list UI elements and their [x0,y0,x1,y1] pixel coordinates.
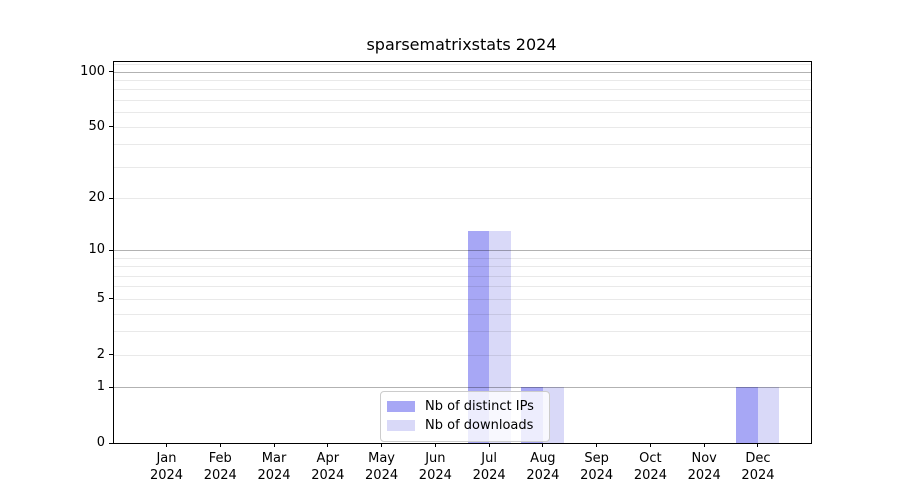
y-tick-label-10: 10 [88,242,105,258]
gridline-minor [114,313,811,315]
y-tick-label-5: 5 [96,290,105,306]
gridline-minor [114,89,811,91]
legend-label-distinct-ips: Nb of distinct IPs [425,399,534,414]
y-tick [109,71,113,73]
chart-title: sparsematrixstats 2024 [366,35,557,54]
x-tick [649,443,651,447]
x-tick [596,443,598,447]
gridline-minor [114,112,811,114]
x-tick [542,443,544,447]
x-tick-label-jul: Jul 2024 [472,451,506,483]
bar-distinct-ips-dec [736,387,758,443]
gridline-minor [114,286,811,288]
gridline-decade [114,387,811,389]
y-tick [109,354,113,356]
x-tick-label-nov: Nov 2024 [687,451,721,483]
y-tick-label-50: 50 [88,118,105,134]
x-tick [219,443,221,447]
x-tick-label-feb: Feb 2024 [203,451,237,483]
x-tick [166,443,167,447]
gridline-minor [114,100,811,102]
y-tick [109,126,113,128]
x-tick [273,443,275,447]
gridline-minor [114,80,811,82]
y-tick-label-100: 100 [80,63,105,79]
y-tick [109,197,113,199]
y-tick [109,298,113,300]
x-tick-label-sep: Sep 2024 [580,451,614,483]
bar-downloads-jul [489,230,511,443]
y-tick [109,386,113,388]
x-tick [488,443,490,447]
x-tick-label-jan: Jan 2024 [149,451,184,483]
x-tick [327,443,329,447]
gridline-minor [114,275,811,277]
y-tick-label-20: 20 [88,190,105,206]
gridline [114,126,811,128]
bar-downloads-dec [757,387,780,443]
legend-item-distinct-ips: Nb of distinct IPs [387,397,541,416]
legend-swatch-distinct-ips [387,401,415,412]
gridline-minor [114,144,811,146]
y-tick-label-2: 2 [96,346,105,362]
gridline [114,298,811,300]
gridline-decade [114,71,811,73]
legend-swatch-downloads [387,420,415,431]
legend-label-downloads: Nb of downloads [425,418,534,433]
x-tick [434,443,436,447]
gridline-decade [114,250,811,252]
x-tick-label-apr: Apr 2024 [311,451,345,483]
y-tick [109,442,113,444]
x-tick-label-may: May 2024 [365,451,399,483]
x-tick-label-jun: Jun 2024 [418,451,452,483]
x-tick-label-mar: Mar 2024 [257,451,291,483]
legend-item-downloads: Nb of downloads [387,416,541,435]
plot-area: Nb of distinct IPs Nb of downloads Jan 20… [80,61,812,483]
y-tick-label-1: 1 [96,379,105,395]
gridline [114,198,811,200]
y-tick [109,249,113,251]
gridline-minor [114,266,811,268]
gridline-minor [114,331,811,333]
x-tick [703,443,705,447]
x-tick-label-dec: Dec 2024 [741,451,775,483]
legend: Nb of distinct IPs Nb of downloads [380,391,550,442]
gridline [114,354,811,356]
x-tick-label-oct: Oct 2024 [633,451,667,483]
x-tick [757,443,759,447]
gridline-minor [114,257,811,259]
x-tick-label-aug: Aug 2024 [526,451,560,483]
y-tick-label-0: 0 [96,435,105,450]
gridline-minor [114,166,811,168]
bar-distinct-ips-jul [467,230,490,443]
x-tick [381,443,383,447]
gridline-minor [114,64,811,66]
